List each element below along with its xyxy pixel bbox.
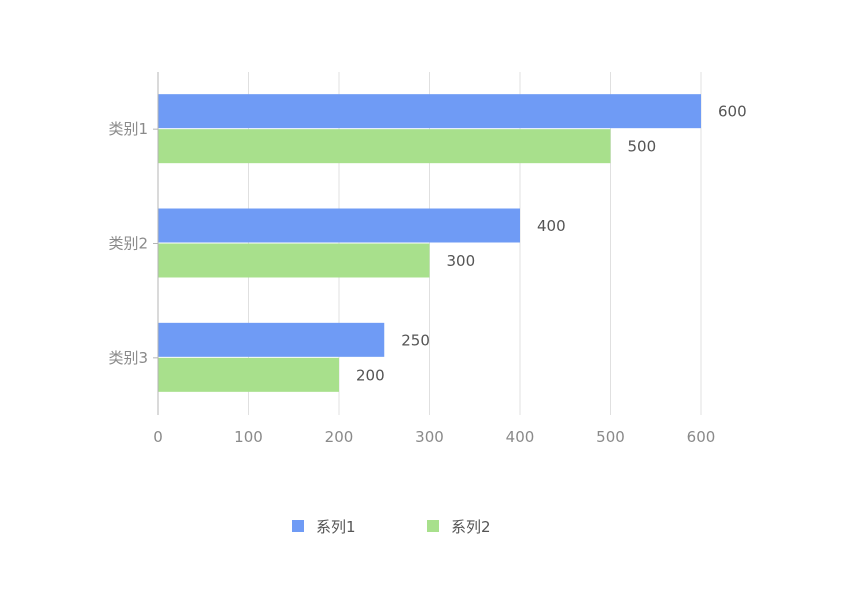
bar-series1-category1[interactable]	[158, 94, 701, 129]
category-label: 类别3	[108, 349, 148, 367]
legend-swatch	[427, 520, 439, 532]
legend-item-series1[interactable]: 系列1	[292, 518, 356, 536]
legend-label: 系列2	[451, 518, 491, 536]
bar-series1-category2[interactable]	[158, 208, 520, 243]
bars	[158, 94, 701, 392]
axes: 0 100 200 300 400 500 600 类别1 类别2 类别3	[108, 72, 715, 446]
bar-series1-category3[interactable]	[158, 322, 385, 357]
legend-swatch	[292, 520, 304, 532]
legend-item-series2[interactable]: 系列2	[427, 518, 491, 536]
data-label: 500	[628, 138, 657, 156]
data-labels: 600 500 400 300 250 200	[356, 103, 747, 385]
x-tick-label: 100	[234, 428, 263, 446]
x-tick-label: 0	[153, 428, 163, 446]
data-label: 250	[401, 331, 430, 349]
x-tick-label: 200	[325, 428, 354, 446]
x-tick-label: 500	[596, 428, 625, 446]
x-tick-label: 400	[506, 428, 535, 446]
bar-series2-category3[interactable]	[158, 357, 339, 392]
legend[interactable]: 系列1 系列2	[292, 518, 491, 536]
legend-label: 系列1	[316, 518, 356, 536]
category-label: 类别2	[108, 235, 148, 253]
data-label: 300	[447, 252, 476, 270]
category-label: 类别1	[108, 120, 148, 138]
x-tick-label: 600	[687, 428, 716, 446]
bar-series2-category2[interactable]	[158, 243, 430, 278]
x-tick-label: 300	[415, 428, 444, 446]
bar-series2-category1[interactable]	[158, 129, 611, 164]
data-label: 600	[718, 103, 747, 121]
data-label: 400	[537, 217, 566, 235]
data-label: 200	[356, 366, 385, 384]
